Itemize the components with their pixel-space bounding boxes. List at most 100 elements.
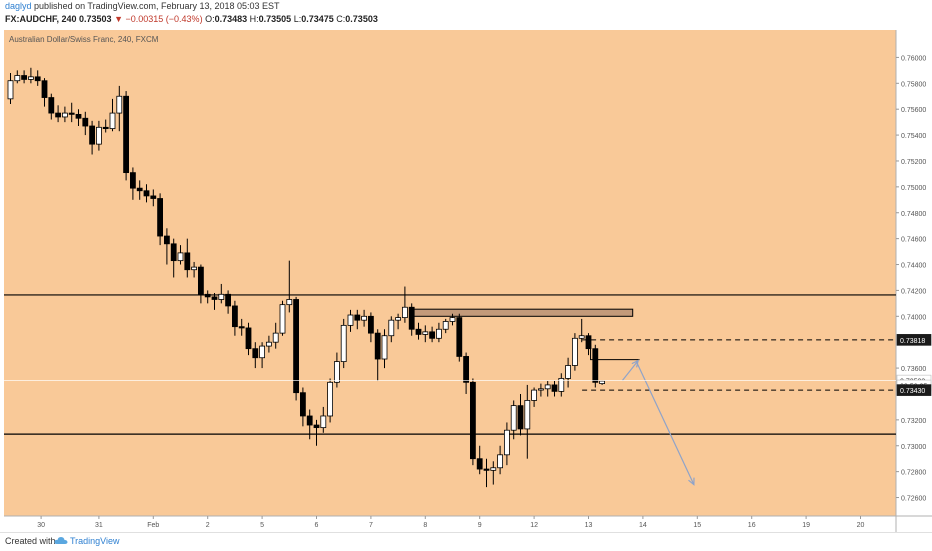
high-label: H: <box>249 14 259 24</box>
price-tick-label: 0.75800 <box>901 81 926 88</box>
bullish-candle <box>435 328 442 339</box>
price-tick-label: 0.72800 <box>901 470 926 477</box>
bullish-candle <box>96 126 102 145</box>
published-text: published on TradingView.com, February 1… <box>34 1 280 11</box>
bullish-candle <box>558 378 565 392</box>
price-label-box <box>896 384 932 396</box>
price-chart[interactable]: 0.76000 0.75800 0.75600 0.75400 0.75200 0.750… <box>0 30 932 532</box>
bullish-candle <box>503 429 510 456</box>
time-axis-background <box>4 516 932 532</box>
bullish-candle <box>327 381 334 417</box>
price-tick-label: 0.72600 <box>901 496 926 503</box>
bullish-candle <box>490 467 497 471</box>
bearish-candle <box>102 126 109 130</box>
price-tick-label: 0.74800 <box>901 211 926 218</box>
bullish-candle <box>572 337 578 366</box>
time-tick-label: Feb <box>147 522 159 529</box>
bullish-candle <box>27 76 34 80</box>
bearish-candle <box>163 235 170 245</box>
time-tick-label: 12 <box>530 522 538 529</box>
price-change: ▼ −0.00315 (−0.43%) <box>114 14 203 24</box>
time-tick-label: 16 <box>748 522 756 529</box>
bullish-candle <box>538 388 544 391</box>
bearish-candle <box>252 348 259 359</box>
price-tick-label: 0.74400 <box>901 263 926 270</box>
bearish-candle <box>293 299 300 394</box>
bullish-candle <box>524 400 531 430</box>
price-tick-label: 0.76000 <box>901 55 926 62</box>
bearish-candle <box>299 392 306 417</box>
price-tick-label: 0.75200 <box>901 159 926 166</box>
open-value: 0.73483 <box>214 14 248 24</box>
bullish-candle <box>401 306 408 319</box>
bullish-candle <box>259 345 266 359</box>
bullish-candle <box>286 299 293 306</box>
bullish-candle <box>218 293 225 300</box>
quote-line: FX:AUDCHF, 240 0.73503 ▼ −0.00315 (−0.43… <box>5 14 378 24</box>
open-label: O: <box>205 14 215 24</box>
price-tick-label: 0.73000 <box>901 444 926 451</box>
bearish-candle <box>408 306 415 330</box>
bearish-candle <box>197 266 204 295</box>
bearish-candle <box>354 314 361 321</box>
bearish-candle <box>517 405 524 430</box>
bearish-candle <box>184 252 191 271</box>
bearish-candle <box>48 97 55 114</box>
bearish-candle <box>21 75 28 80</box>
time-tick-label: 9 <box>478 522 482 529</box>
time-tick-label: 19 <box>802 522 810 529</box>
bullish-candle <box>361 315 368 321</box>
bearish-candle <box>41 80 48 98</box>
publish-line: daglyd published on TradingView.com, Feb… <box>5 1 280 11</box>
time-tick-label: 2 <box>206 522 210 529</box>
bearish-candle <box>551 384 558 392</box>
time-tick-label: 14 <box>639 522 647 529</box>
bullish-candle <box>388 319 395 337</box>
bullish-candle <box>14 75 21 82</box>
bullish-candle <box>544 384 551 390</box>
bearish-candle <box>157 198 164 237</box>
bearish-candle <box>75 113 82 119</box>
price-tick-label: 0.74000 <box>901 314 926 321</box>
bearish-candle <box>367 315 374 334</box>
chart-title: Australian Dollar/Swiss Franc, 240, FXCM <box>9 35 159 44</box>
bearish-candle <box>306 415 313 426</box>
bullish-candle <box>422 331 429 335</box>
time-tick-label: 20 <box>857 522 865 529</box>
bearish-candle <box>415 328 422 335</box>
cloud-icon <box>54 537 68 544</box>
bearish-candle <box>123 95 129 174</box>
bearish-candle <box>463 356 470 383</box>
bullish-candle <box>381 335 388 360</box>
price-label-box <box>896 334 932 346</box>
bearish-candle <box>238 326 245 329</box>
close-label: C: <box>336 14 346 24</box>
bearish-candle <box>34 76 41 82</box>
bullish-candle <box>510 405 517 431</box>
symbol-label[interactable]: FX:AUDCHF, 240 <box>5 14 77 24</box>
price-tick-label: 0.75400 <box>901 133 926 140</box>
bearish-candle <box>68 112 75 115</box>
bullish-candle <box>191 266 198 271</box>
bullish-candle <box>333 361 340 383</box>
projection-arrow-line <box>635 360 695 485</box>
bearish-candle <box>89 125 95 145</box>
bullish-candle <box>347 314 354 326</box>
projection-arrow-head <box>688 477 695 486</box>
bearish-candle <box>55 112 61 118</box>
price-tick-label: 0.75600 <box>901 107 926 114</box>
tradingview-brand-link[interactable]: TradingView <box>70 536 120 546</box>
bearish-candle <box>231 305 238 328</box>
bearish-candle <box>211 296 218 300</box>
bullish-candle <box>265 341 272 347</box>
bearish-candle <box>469 381 476 460</box>
bullish-candle <box>599 380 605 385</box>
bullish-candle <box>565 365 571 379</box>
time-tick-label: 5 <box>260 522 264 529</box>
bearish-candle <box>476 458 483 470</box>
bullish-candle <box>340 324 347 363</box>
close-value: 0.73503 <box>345 14 378 24</box>
price-label-text: 0.73818 <box>900 338 925 345</box>
bearish-candle <box>313 424 320 429</box>
publisher-link[interactable]: daglyd <box>5 1 32 11</box>
